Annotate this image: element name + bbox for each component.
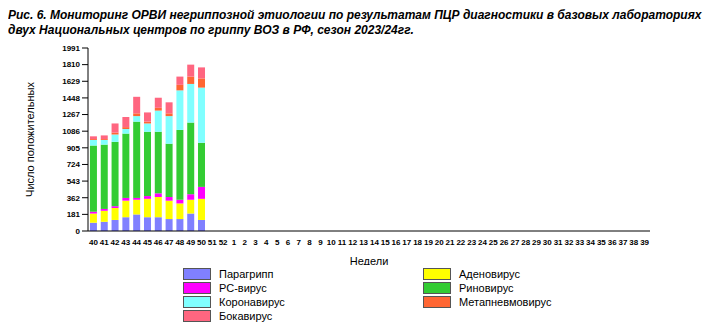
html-text:Бокавирус: Бокавирус	[219, 310, 273, 322]
html-text:Метапневмовирус: Метапневмовирус	[459, 296, 552, 308]
svg-text:6: 6	[286, 238, 291, 247]
svg-text:30: 30	[543, 238, 552, 247]
svg-text:1629: 1629	[62, 77, 80, 86]
svg-text:35: 35	[597, 238, 606, 247]
svg-text:7: 7	[297, 238, 302, 247]
svg-text:1810: 1810	[62, 60, 80, 69]
svg-text:181: 181	[67, 210, 81, 219]
html-text:Парагрипп: Парагрипп	[219, 268, 274, 280]
svg-text:32: 32	[564, 238, 573, 247]
svg-text:22: 22	[456, 238, 465, 247]
svg-text:5: 5	[275, 238, 280, 247]
svg-text:1: 1	[232, 238, 237, 247]
svg-text:50: 50	[197, 238, 206, 247]
html-text:РС-вирус: РС-вирус	[219, 282, 267, 294]
svg-text:24: 24	[478, 238, 487, 247]
svg-text:41: 41	[100, 238, 109, 247]
svg-text:9: 9	[318, 238, 323, 247]
svg-text:36: 36	[608, 238, 617, 247]
svg-text:26: 26	[500, 238, 509, 247]
svg-text:31: 31	[554, 238, 563, 247]
svg-text:28: 28	[521, 238, 530, 247]
svg-text:48: 48	[175, 238, 184, 247]
svg-text:20: 20	[435, 238, 444, 247]
svg-text:3: 3	[253, 238, 258, 247]
svg-text:14: 14	[370, 238, 379, 247]
html-text:Коронавирус: Коронавирус	[219, 296, 285, 308]
svg-text:13: 13	[359, 238, 368, 247]
svg-text:543: 543	[67, 177, 81, 186]
svg-text:10: 10	[327, 238, 336, 247]
svg-text:52: 52	[219, 238, 228, 247]
svg-text:49: 49	[186, 238, 195, 247]
svg-text:905: 905	[67, 144, 81, 153]
svg-text:42: 42	[111, 238, 120, 247]
svg-text:44: 44	[132, 238, 141, 247]
svg-text:8: 8	[307, 238, 312, 247]
svg-text:21: 21	[446, 238, 455, 247]
svg-text:43: 43	[121, 238, 130, 247]
svg-text:46: 46	[154, 238, 163, 247]
svg-text:47: 47	[165, 238, 174, 247]
svg-text:40: 40	[89, 238, 98, 247]
svg-text:11: 11	[338, 238, 347, 247]
svg-text:16: 16	[392, 238, 401, 247]
svg-text:4: 4	[264, 238, 269, 247]
svg-text:362: 362	[67, 194, 81, 203]
html-text:Рис. 6. Мониторинг ОРВИ негрип: Рис. 6. Мониторинг ОРВИ негриппозной эти…	[8, 8, 702, 37]
svg-text:15: 15	[381, 238, 390, 247]
svg-text:Недели: Недели	[350, 255, 389, 265]
svg-text:1991: 1991	[62, 44, 80, 53]
svg-text:17: 17	[402, 238, 411, 247]
svg-text:34: 34	[586, 238, 595, 247]
svg-text:51: 51	[208, 238, 217, 247]
svg-text:18: 18	[413, 238, 422, 247]
svg-text:12: 12	[348, 238, 357, 247]
svg-text:45: 45	[143, 238, 152, 247]
html-text:Риновирус: Риновирус	[459, 282, 514, 294]
svg-text:19: 19	[424, 238, 433, 247]
svg-text:37: 37	[619, 238, 628, 247]
svg-text:1267: 1267	[62, 110, 80, 119]
svg-text:2: 2	[242, 238, 247, 247]
svg-text:724: 724	[67, 160, 81, 169]
svg-text:29: 29	[532, 238, 541, 247]
svg-text:Число положительных: Число положительных	[24, 82, 36, 197]
svg-text:33: 33	[575, 238, 584, 247]
svg-text:1086: 1086	[62, 127, 80, 136]
svg-text:27: 27	[510, 238, 519, 247]
svg-text:0: 0	[76, 227, 81, 236]
svg-text:1448: 1448	[62, 94, 80, 103]
html-text:Аденовирус: Аденовирус	[459, 268, 520, 280]
svg-text:23: 23	[467, 238, 476, 247]
svg-text:38: 38	[629, 238, 638, 247]
svg-text:39: 39	[640, 238, 649, 247]
svg-text:25: 25	[489, 238, 498, 247]
